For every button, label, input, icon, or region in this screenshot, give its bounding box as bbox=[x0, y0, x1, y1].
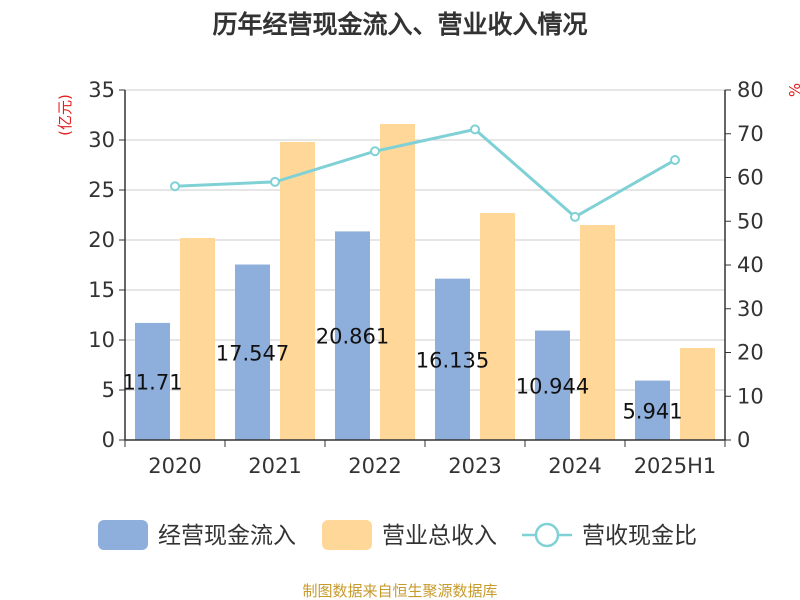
bar-营业总收入 bbox=[680, 348, 715, 440]
bar-营业总收入 bbox=[480, 213, 515, 440]
legend-label: 营业总收入 bbox=[382, 523, 497, 549]
bar-labels: 11.71 17.547 20.861 16.135 10.944 5.941 bbox=[122, 325, 682, 424]
bar-营业总收入 bbox=[380, 124, 415, 440]
bar-营业总收入 bbox=[180, 238, 215, 440]
y-right-tick-label: 80 bbox=[737, 78, 764, 102]
x-tick-label: 2022 bbox=[348, 454, 401, 478]
bar-value-label: 20.861 bbox=[316, 325, 389, 349]
y-right-unit: % bbox=[786, 83, 800, 97]
bar-value-label: 10.944 bbox=[516, 374, 589, 398]
line-point bbox=[170, 181, 180, 192]
x-tick-label: 2024 bbox=[548, 454, 601, 478]
bars bbox=[135, 124, 715, 440]
y-right-tick-label: 0 bbox=[737, 428, 750, 452]
x-tick-label: 2020 bbox=[148, 454, 201, 478]
x-tick-label: 2023 bbox=[448, 454, 501, 478]
y-right-tick-label: 40 bbox=[737, 253, 764, 277]
legend: 经营现金流入 营业总收入 营收现金比 bbox=[98, 520, 697, 550]
x-axis: 2020 2021 2022 2023 2024 2025H1 bbox=[124, 440, 726, 478]
source-note: 制图数据来自恒生聚源数据库 bbox=[302, 582, 497, 600]
line-point bbox=[670, 155, 680, 165]
y-left-tick-label: 10 bbox=[88, 328, 115, 352]
bar-营业总收入 bbox=[280, 142, 315, 440]
y-left-tick-label: 20 bbox=[88, 228, 115, 252]
y-right-tick-label: 30 bbox=[737, 297, 764, 321]
bar-经营现金流入 bbox=[135, 322, 170, 440]
y-right-tick-label: 70 bbox=[737, 122, 764, 146]
line-point bbox=[470, 124, 480, 135]
y-left-tick-label: 25 bbox=[88, 178, 115, 202]
chart-title: 历年经营现金流入、营业收入情况 bbox=[212, 10, 587, 39]
line-point bbox=[570, 211, 580, 222]
legend-swatch bbox=[98, 520, 148, 550]
y-right-axis: 0 10 20 30 40 50 60 70 80 bbox=[725, 78, 764, 452]
line-point bbox=[370, 146, 380, 157]
bar-value-label: 16.135 bbox=[416, 348, 489, 372]
bar-经营现金流入 bbox=[435, 278, 470, 440]
legend-swatch bbox=[322, 520, 372, 550]
legend-label: 经营现金流入 bbox=[158, 523, 296, 549]
y-right-tick-label: 50 bbox=[737, 209, 764, 233]
bar-经营现金流入 bbox=[635, 380, 670, 440]
y-left-tick-label: 15 bbox=[88, 278, 115, 302]
y-left-axis: 0 5 10 15 20 25 30 35 bbox=[88, 78, 125, 452]
legend-marker bbox=[534, 522, 560, 548]
y-right-tick-label: 60 bbox=[737, 166, 764, 190]
line-营收现金比 bbox=[174, 127, 676, 219]
y-right-tick-label: 10 bbox=[737, 384, 764, 408]
bar-value-label: 5.941 bbox=[622, 399, 682, 423]
y-left-tick-label: 0 bbox=[102, 428, 115, 452]
bar-经营现金流入 bbox=[335, 231, 370, 440]
x-tick-label: 2025H1 bbox=[634, 454, 717, 478]
y-right-tick-label: 20 bbox=[737, 341, 764, 365]
y-left-tick-label: 5 bbox=[102, 378, 115, 402]
bar-营业总收入 bbox=[580, 225, 615, 440]
bar-经营现金流入 bbox=[235, 264, 270, 440]
bar-经营现金流入 bbox=[535, 330, 570, 440]
legend-label: 营收现金比 bbox=[582, 523, 697, 549]
x-tick-label: 2021 bbox=[248, 454, 301, 478]
line-point bbox=[270, 176, 280, 187]
y-left-tick-label: 35 bbox=[88, 78, 115, 102]
bar-value-label: 11.71 bbox=[122, 370, 182, 394]
y-left-tick-label: 30 bbox=[88, 128, 115, 152]
y-left-unit: (亿元) bbox=[56, 94, 74, 136]
bar-value-label: 17.547 bbox=[216, 341, 289, 365]
ratio-line bbox=[170, 124, 680, 222]
